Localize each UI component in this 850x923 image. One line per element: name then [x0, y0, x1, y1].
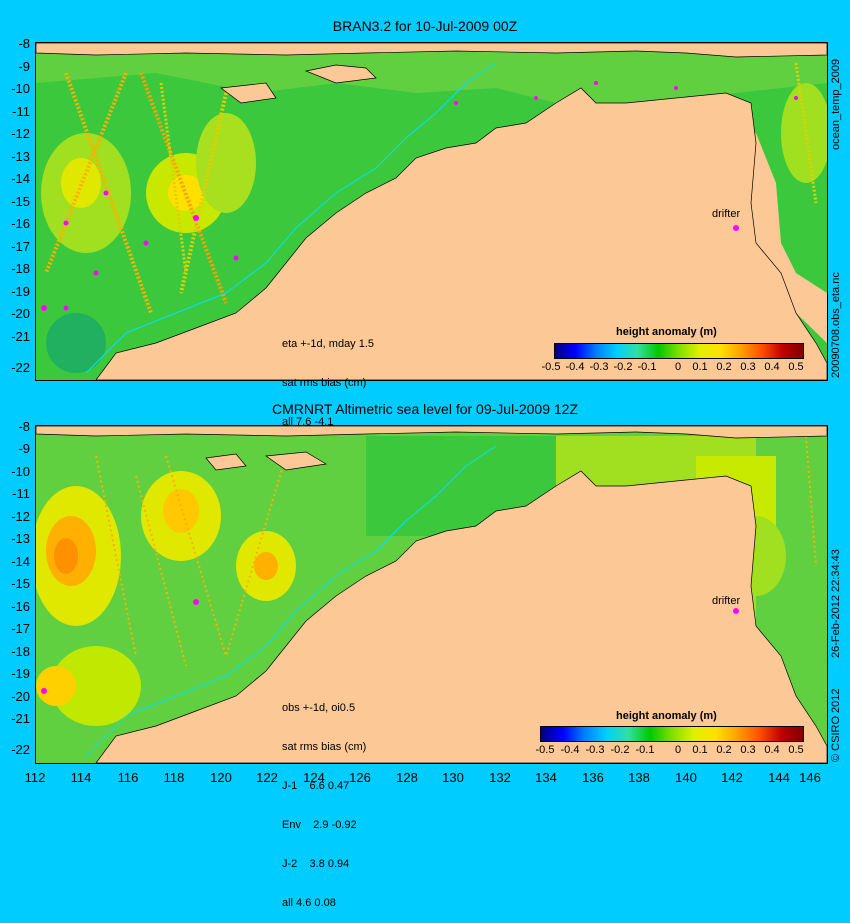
xtick: 128: [396, 770, 418, 785]
xtick: 146: [799, 770, 821, 785]
panel1-ytick: -8: [18, 36, 30, 51]
panel2-colorbar: [540, 726, 804, 742]
panel1-ytick: -16: [11, 216, 30, 231]
panel2-map: [35, 425, 828, 764]
xtick: 116: [117, 770, 139, 785]
panel2-side-label-top: 26-Feb-2012 22:34:43: [830, 549, 842, 658]
xtick: 144: [768, 770, 790, 785]
xtick: 118: [163, 770, 185, 785]
panel1-ytick: -9: [18, 59, 30, 74]
panel1-info-line: eta +-1d, mday 1.5: [282, 338, 375, 350]
xtick: 138: [628, 770, 650, 785]
colorbar-tick: -0.1: [635, 744, 655, 756]
panel2-ytick: -22: [11, 742, 30, 757]
colorbar-tick: 0.2: [716, 361, 732, 373]
panel1-ytick: -13: [11, 149, 30, 164]
panel1-info-line: sat rms bias (cm): [282, 377, 367, 389]
colorbar-tick: -0.2: [610, 744, 630, 756]
panel2-title: CMRNRT Altimetric sea level for 09-Jul-2…: [271, 401, 579, 417]
panel2-info-line: J-2 3.8 0.94: [282, 858, 350, 870]
xtick: 122: [256, 770, 278, 785]
panel2-info-line: obs +-1d, oi0.5: [282, 702, 356, 714]
xtick: 114: [70, 770, 92, 785]
colorbar-tick: -0.3: [585, 744, 605, 756]
colorbar-tick: 0.4: [764, 744, 780, 756]
panel2-ytick: -12: [11, 509, 30, 524]
xtick: 126: [349, 770, 371, 785]
panel1-colorbar: [554, 343, 804, 359]
panel1-ytick: -20: [11, 306, 30, 321]
xtick: 140: [675, 770, 697, 785]
panel1-drifter-label: drifter: [712, 208, 741, 220]
colorbar-tick: 0.1: [692, 361, 708, 373]
panel1-ytick: -12: [11, 126, 30, 141]
panel2-map-graphic: [36, 426, 827, 763]
panel1-ytick: -19: [11, 284, 30, 299]
panel1-ytick: -22: [11, 360, 30, 375]
xtick: 112: [24, 770, 46, 785]
panel2-side-label-bottom: © CSIRO 2012: [830, 688, 842, 762]
colorbar-tick: -0.5: [535, 744, 555, 756]
xtick: 142: [721, 770, 743, 785]
colorbar-tick: 0.5: [788, 361, 804, 373]
xtick: 120: [210, 770, 232, 785]
colorbar-tick: -0.3: [589, 361, 609, 373]
panel2-ytick: -20: [11, 689, 30, 704]
colorbar-tick: 0.2: [716, 744, 732, 756]
xtick: 124: [303, 770, 325, 785]
colorbar-tick: 0.1: [692, 744, 708, 756]
panel2-ytick: -15: [11, 576, 30, 591]
panel2-info-line: all 4.6 0.08: [282, 897, 336, 909]
panel2-ytick: -10: [11, 464, 30, 479]
panel1-map: [35, 42, 828, 381]
xtick: 134: [535, 770, 557, 785]
colorbar-tick: 0: [674, 361, 682, 373]
colorbar-tick: 0.5: [788, 744, 804, 756]
panel2-ytick: -8: [18, 419, 30, 434]
panel1-ytick: -17: [11, 239, 30, 254]
colorbar-tick: -0.1: [637, 361, 657, 373]
panel2-ytick: -14: [11, 554, 30, 569]
panel1-info: eta +-1d, mday 1.5 sat rms bias (cm) all…: [282, 312, 374, 442]
colorbar-tick: 0.4: [764, 361, 780, 373]
panel2-info-line: sat rms bias (cm): [282, 741, 367, 753]
panel2-legend-title: height anomaly (m): [616, 710, 717, 722]
panel2-ytick: -19: [11, 666, 30, 681]
panel1-map-graphic: [36, 43, 827, 380]
panel2-ytick: -21: [11, 711, 30, 726]
panel2-ytick: -13: [11, 531, 30, 546]
panel2-ytick: -17: [11, 621, 30, 636]
panel2-drifter-label: drifter: [712, 595, 741, 607]
panel1-ytick: -14: [11, 171, 30, 186]
colorbar-tick: -0.4: [565, 361, 585, 373]
panel1-ytick: -15: [11, 194, 30, 209]
panel1-legend-title: height anomaly (m): [616, 326, 717, 338]
panel1-ytick: -18: [11, 261, 30, 276]
panel1-ytick: -21: [11, 329, 30, 344]
panel2-info-line: J-1 6.6 0.47: [282, 780, 350, 792]
colorbar-tick: 0.3: [740, 361, 756, 373]
xtick: 132: [489, 770, 511, 785]
colorbar-tick: -0.4: [560, 744, 580, 756]
panel2-info-line: Env 2.9 -0.92: [282, 819, 357, 831]
colorbar-tick: 0: [674, 744, 682, 756]
panel2-ytick: -11: [12, 486, 30, 501]
panel1-side-label-bottom: 20090708.obs_eta.nc: [830, 272, 842, 378]
panel2-ytick: -18: [11, 644, 30, 659]
xtick: 136: [582, 770, 604, 785]
panel2-ytick: -16: [11, 599, 30, 614]
panel1-ytick: -10: [11, 81, 30, 96]
xtick: 130: [442, 770, 464, 785]
panel2-ytick: -9: [18, 441, 30, 456]
panel1-ytick: -11: [12, 104, 30, 119]
colorbar-tick: -0.5: [541, 361, 561, 373]
panel1-title: BRAN3.2 for 10-Jul-2009 00Z: [332, 18, 518, 34]
colorbar-tick: -0.2: [613, 361, 633, 373]
panel1-side-label-top: ocean_temp_2009: [830, 58, 842, 150]
colorbar-tick: 0.3: [740, 744, 756, 756]
